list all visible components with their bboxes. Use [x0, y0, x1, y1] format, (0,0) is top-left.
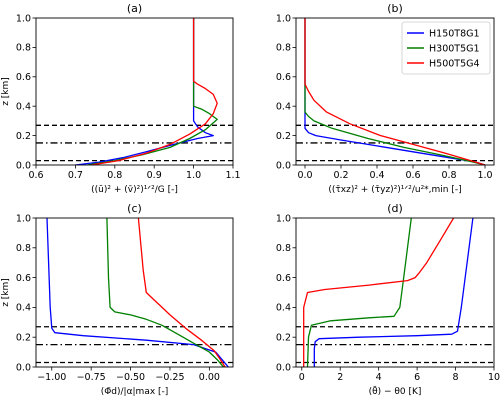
- y-tick-label-a-3: 0.6: [16, 72, 31, 83]
- panel-title-d: (d): [387, 202, 403, 215]
- y-tick-label-d-1: 0.2: [276, 333, 291, 344]
- x-tick-label-c-4: 0.00: [199, 372, 220, 383]
- y-tick-label-b-4: 0.8: [276, 43, 291, 54]
- series-line-c-h150t8g1: [46, 218, 229, 367]
- y-tick-label-d-0: 0.0: [276, 362, 291, 373]
- x-axis-label-b: ((τ̄xz)² + (τ̄yz)²)¹ᐟ²/u²*,min [-]: [328, 185, 461, 195]
- series-line-a-h150t8g1: [75, 18, 214, 165]
- x-tick-label-c-1: −0.75: [77, 372, 106, 383]
- y-tick-label-a-5: 1.0: [16, 13, 31, 24]
- x-tick-label-a-2: 0.8: [107, 170, 122, 181]
- x-tick-label-a-0: 0.6: [28, 170, 43, 181]
- panel-d: (d) 0 2 4 6 8 10 0.0 0.2 0.4 0.6 0.8 1.0 (θ̄) − θ0 [K…: [276, 202, 500, 397]
- series-line-b-h300t5g1: [304, 18, 486, 165]
- plot-frame-d: [295, 217, 495, 368]
- x-tick-label-b-4: 0.8: [441, 170, 456, 181]
- x-tick-label-d-2: 4: [376, 372, 382, 383]
- legend-label-h150t8g1: H150T8G1: [429, 29, 480, 40]
- y-axis-label-a: z [km]: [1, 77, 11, 106]
- y-tick-label-b-2: 0.4: [276, 102, 291, 113]
- x-tick-label-c-0: −1.00: [37, 372, 66, 383]
- y-tick-label-c-2: 0.4: [16, 303, 31, 314]
- y-tick-label-a-1: 0.2: [16, 131, 31, 142]
- y-tick-label-a-4: 0.8: [16, 43, 31, 54]
- y-tick-label-d-5: 1.0: [276, 213, 291, 224]
- x-tick-label-b-5: 1.0: [477, 170, 492, 181]
- series-line-a-h500t5g4: [91, 18, 218, 165]
- x-tick-label-a-5: 1.1: [225, 170, 240, 181]
- x-axis-label-a: ((ū)² + (v̄)²)¹ᐟ²/G [-]: [91, 185, 178, 195]
- y-tick-label-b-5: 1.0: [276, 13, 291, 24]
- x-tick-label-d-5: 10: [488, 372, 500, 383]
- y-tick-label-d-2: 0.4: [276, 303, 291, 314]
- plot-frame-b: [295, 17, 495, 166]
- y-tick-label-c-3: 0.6: [16, 273, 31, 284]
- panel-title-c: (c): [127, 202, 142, 215]
- x-tick-label-d-4: 8: [453, 372, 459, 383]
- x-axis-label-c: (Φ̄d)/|α|max [-]: [101, 387, 169, 397]
- x-axis-label-d: (θ̄) − θ0 [K]: [369, 385, 422, 397]
- x-tick-label-a-3: 0.9: [147, 170, 162, 181]
- x-tick-label-c-3: −0.25: [155, 372, 184, 383]
- y-tick-label-b-3: 0.6: [276, 72, 291, 83]
- legend-box: [401, 21, 491, 75]
- panel-a: (a) 0.6 0.7 0.8 0.9 1.0 1.1 0.0 0.2 0.4 0.6 0.8 1.0 (…: [1, 2, 241, 195]
- panel-c: (c) −1.00 −0.75 −0.50 −0.25 0.00 0.0 0.2 0.4 0.6 0…: [1, 202, 234, 397]
- y-axis-label-c: z [km]: [1, 278, 11, 307]
- series-line-d-h500t5g4: [303, 218, 455, 367]
- y-tick-label-a-0: 0.0: [16, 160, 31, 171]
- y-tick-label-c-4: 0.8: [16, 243, 31, 254]
- series-line-c-h500t5g4: [137, 218, 226, 367]
- x-tick-label-d-1: 2: [337, 372, 343, 383]
- y-tick-label-d-4: 0.8: [276, 243, 291, 254]
- y-tick-label-c-0: 0.0: [16, 362, 31, 373]
- x-tick-label-a-1: 0.7: [68, 170, 83, 181]
- legend: H150T8G1 H300T5G1 H500T5G4: [401, 21, 491, 75]
- legend-label-h300t5g1: H300T5G1: [429, 44, 480, 55]
- series-line-b-h500t5g4: [304, 18, 486, 165]
- y-tick-label-a-2: 0.4: [16, 102, 31, 113]
- panel-title-b: (b): [387, 2, 403, 15]
- panel-title-a: (a): [127, 2, 142, 15]
- y-tick-label-c-5: 1.0: [16, 213, 31, 224]
- y-tick-label-b-0: 0.0: [276, 160, 291, 171]
- x-tick-label-b-0: 0.0: [297, 170, 312, 181]
- plot-frame-a: [35, 17, 234, 166]
- x-tick-label-a-4: 1.0: [186, 170, 201, 181]
- series-line-d-h150t8g1: [313, 218, 474, 367]
- y-tick-label-b-1: 0.2: [276, 131, 291, 142]
- plot-frame-c: [35, 217, 234, 368]
- x-tick-label-b-1: 0.2: [333, 170, 348, 181]
- y-tick-label-d-3: 0.6: [276, 273, 291, 284]
- x-tick-label-b-3: 0.6: [405, 170, 420, 181]
- legend-label-h500t5g4: H500T5G4: [429, 59, 480, 70]
- panel-b: (b) 0.0 0.2 0.4 0.6 0.8 1.0 0.0 0.2 0.4 0.6 0.8 1.0 (…: [276, 2, 495, 195]
- x-tick-label-d-3: 6: [414, 372, 420, 383]
- x-tick-label-b-2: 0.4: [369, 170, 384, 181]
- x-tick-label-d-0: 0: [299, 372, 305, 383]
- series-line-d-h300t5g1: [306, 218, 412, 367]
- series-line-c-h300t5g1: [106, 218, 224, 367]
- y-tick-label-c-1: 0.2: [16, 333, 31, 344]
- x-tick-label-c-2: −0.50: [116, 372, 145, 383]
